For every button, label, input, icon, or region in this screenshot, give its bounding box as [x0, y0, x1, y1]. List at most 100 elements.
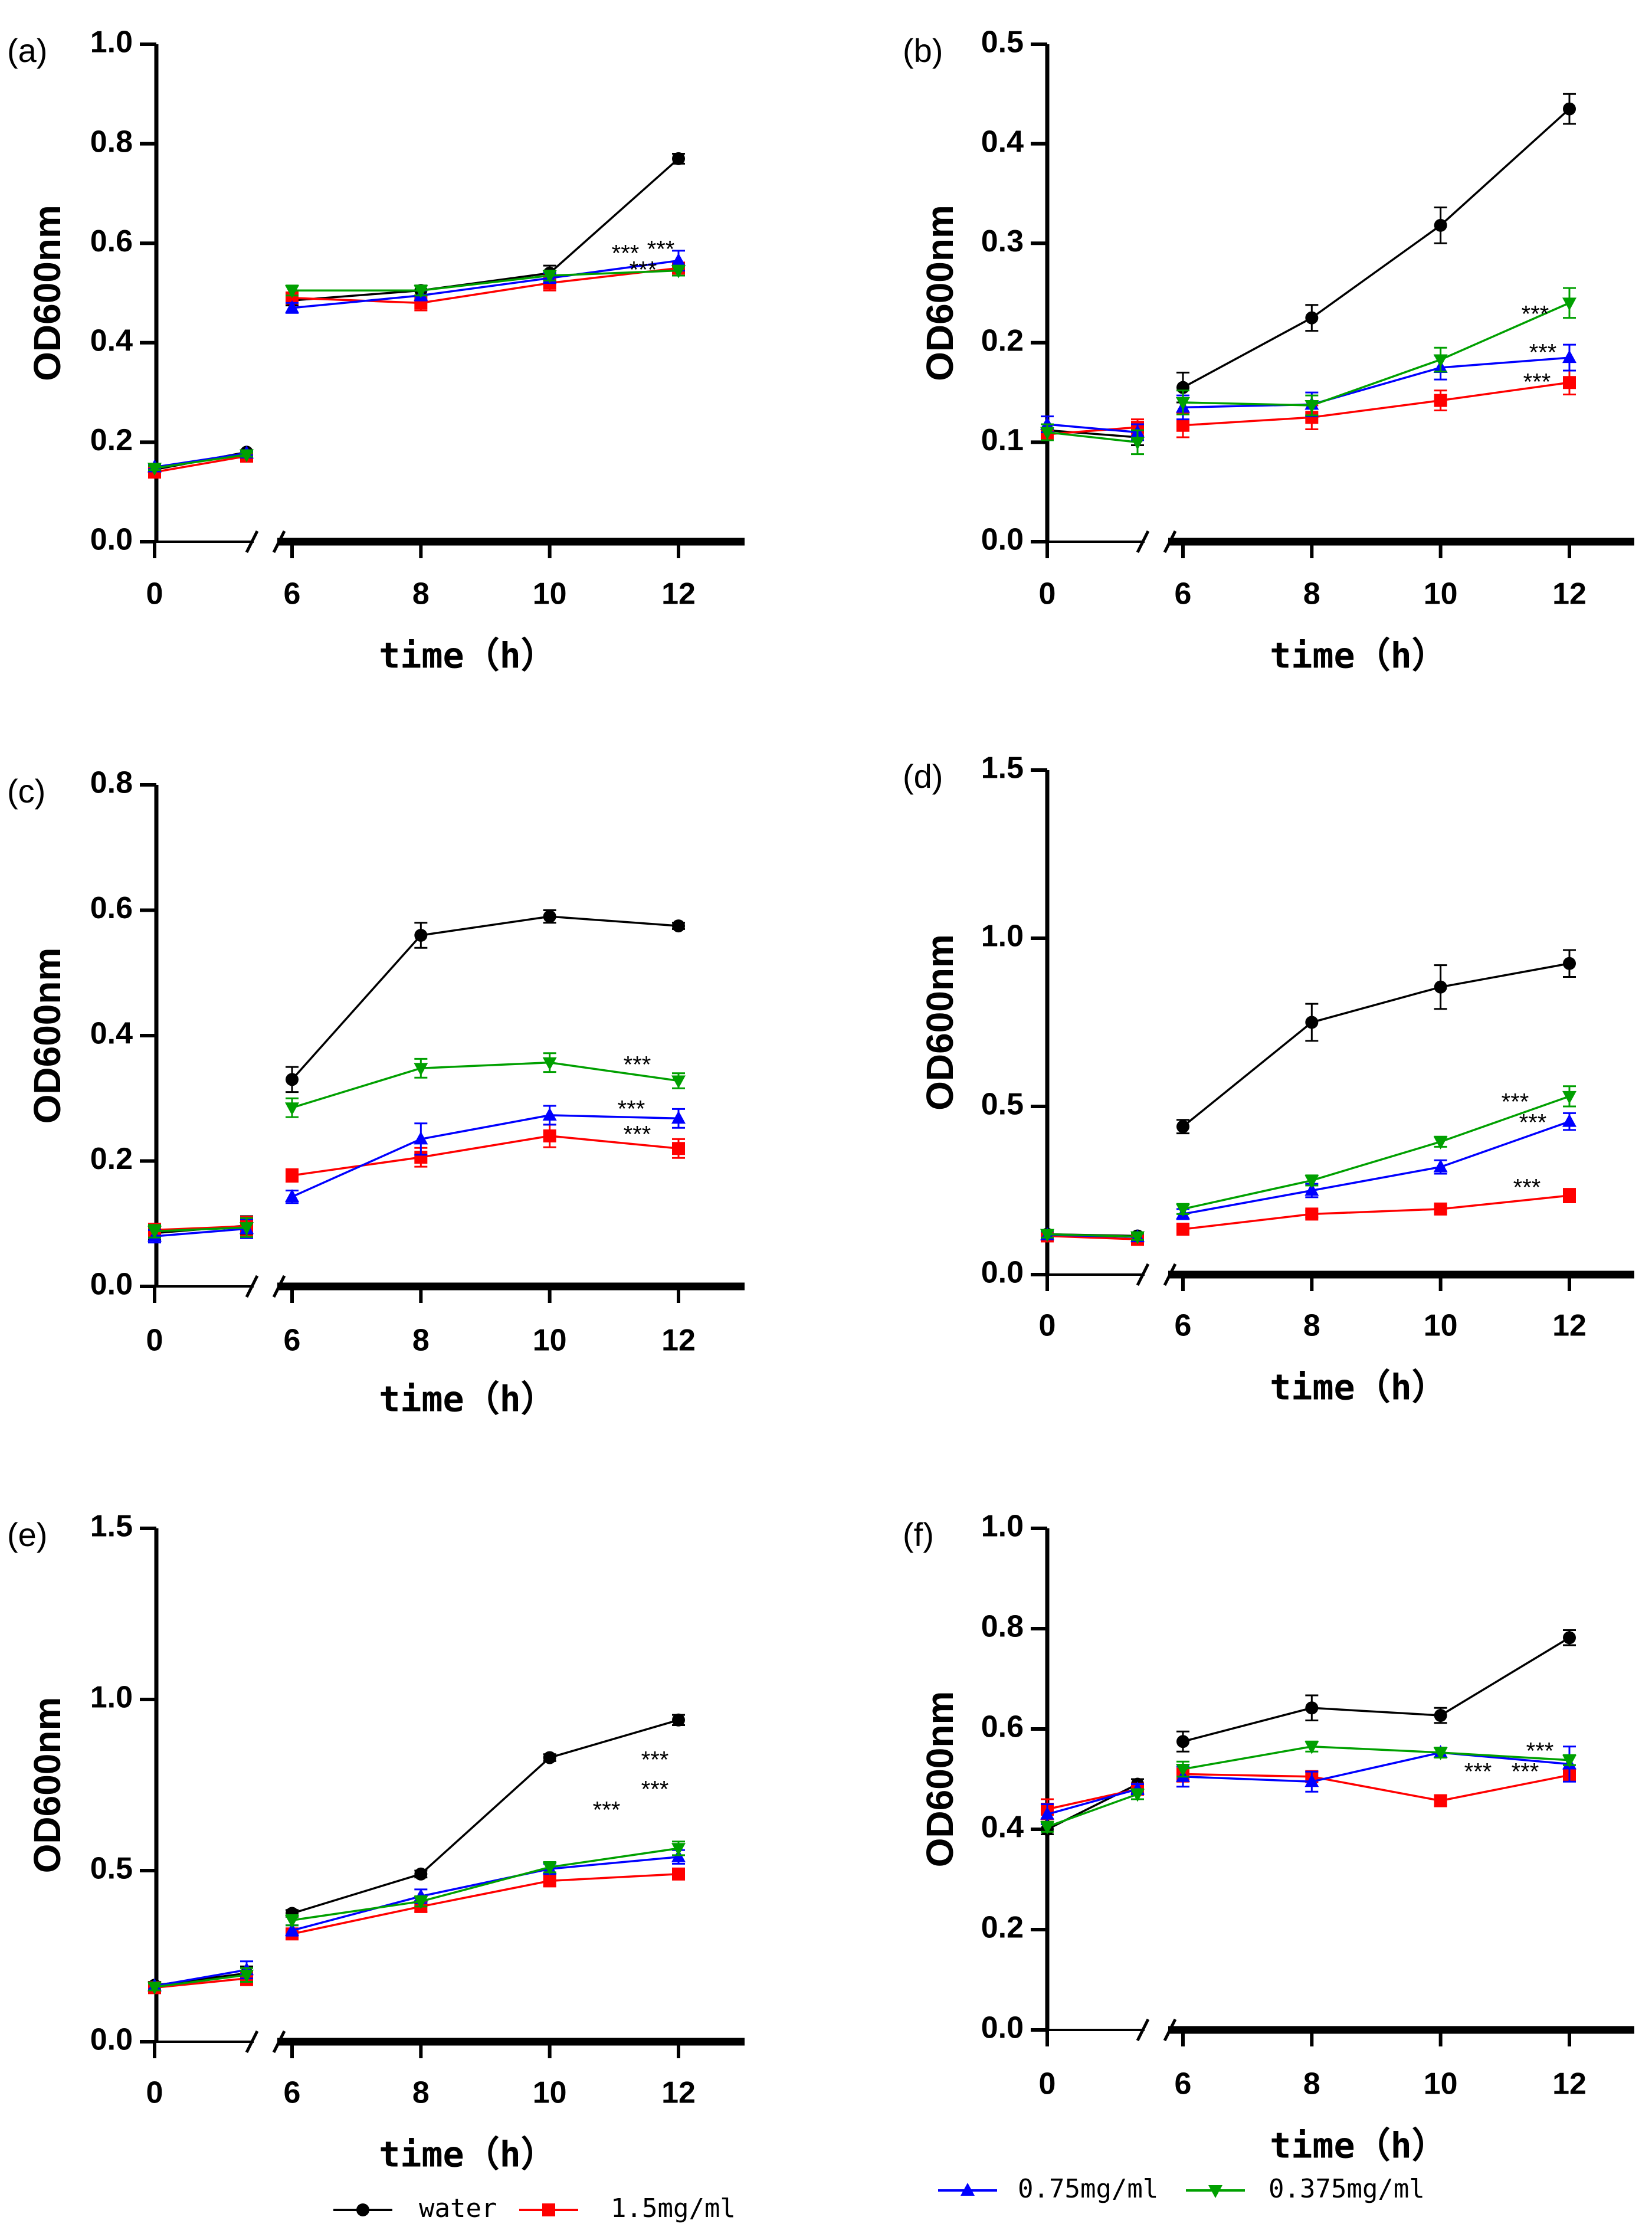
- panel-letter: (a): [7, 32, 47, 69]
- data-point: [542, 270, 557, 283]
- data-point: [671, 1111, 686, 1124]
- axis-break-mark: [245, 1275, 259, 1298]
- y-tick-label: 0.2: [981, 324, 1024, 358]
- data-point: [1562, 1114, 1576, 1127]
- y-tick-label: 0.2: [90, 423, 133, 457]
- data-point: [414, 929, 428, 942]
- legend-marker: [961, 2183, 975, 2196]
- legend-label: 0.375mg/ml: [1268, 2174, 1425, 2204]
- x-tick-label: 12: [1552, 577, 1587, 611]
- data-point: [1130, 437, 1145, 450]
- y-tick-label: 0.5: [90, 1852, 133, 1886]
- data-point: [1563, 102, 1576, 116]
- series-line: [154, 452, 247, 469]
- x-tick-label: 12: [661, 577, 696, 611]
- y-axis-label: OD600nm: [26, 1697, 68, 1874]
- significance-mark: ***: [1464, 1759, 1492, 1785]
- data-point: [286, 1073, 299, 1086]
- data-point: [671, 253, 686, 266]
- series-line: [154, 1974, 247, 1988]
- x-tick-label: 10: [533, 2076, 567, 2110]
- series-line: [1047, 431, 1138, 444]
- y-tick-label: 0.0: [981, 523, 1024, 557]
- significance-mark: ***: [624, 1052, 651, 1078]
- x-tick-label: 12: [661, 2076, 696, 2110]
- data-point: [1176, 1223, 1189, 1236]
- chart-panel: (b) 0.0 0.1 0.2 0.3 0.4 0.5 OD600nm 0 6 8 10 12 time（…: [903, 25, 1634, 677]
- data-point: [1176, 418, 1189, 432]
- axis-break-mark: [1163, 1263, 1177, 1286]
- series-line: [1182, 1773, 1570, 1802]
- data-point: [414, 285, 428, 299]
- significance-mark: ***: [1526, 1738, 1554, 1764]
- y-tick-label: 0.0: [981, 1256, 1024, 1290]
- series-line: [291, 1061, 679, 1109]
- data-series: [148, 1841, 686, 1995]
- series-line: [291, 158, 680, 302]
- y-tick-label: 0.4: [90, 324, 133, 358]
- significance-mark: ***: [1513, 1175, 1541, 1201]
- data-point: [1304, 1774, 1319, 1787]
- data-series: [148, 909, 685, 1240]
- x-axis-label: time（h）: [379, 636, 556, 677]
- series-line: [1182, 302, 1570, 407]
- series-line: [291, 259, 679, 309]
- data-point: [414, 1063, 428, 1076]
- data-point: [414, 1867, 428, 1881]
- x-axis-label: time（h）: [1270, 1367, 1447, 1409]
- axis-break-mark: [272, 530, 286, 554]
- significance-mark: ***: [612, 241, 640, 267]
- x-axis-label: time（h）: [379, 1379, 556, 1420]
- significance-mark: ***: [1519, 1110, 1547, 1136]
- series-line: [154, 1225, 247, 1232]
- data-point: [671, 1075, 686, 1089]
- axis-break-mark: [245, 530, 259, 554]
- data-point: [543, 910, 556, 923]
- series-line: [1182, 1745, 1570, 1770]
- data-point: [1305, 1701, 1319, 1715]
- x-axis-label: time（h）: [1270, 636, 1447, 677]
- series-line: [1047, 429, 1138, 438]
- data-point: [543, 1751, 556, 1764]
- legend-label: 0.75mg/ml: [1018, 2174, 1158, 2204]
- x-tick-label: 8: [412, 2076, 430, 2110]
- data-point: [1433, 1159, 1448, 1173]
- data-point: [1434, 980, 1447, 994]
- data-point: [671, 265, 686, 279]
- series-line: [154, 1227, 247, 1237]
- data-point: [543, 1874, 556, 1888]
- x-tick-label: 0: [146, 2076, 163, 2110]
- significance-mark: ***: [630, 257, 657, 283]
- data-point: [672, 1867, 685, 1881]
- data-point: [671, 1843, 686, 1856]
- data-point: [1176, 1764, 1190, 1777]
- data-series: [1041, 1629, 1576, 1836]
- data-point: [1434, 218, 1447, 232]
- series-line: [1182, 962, 1570, 1128]
- series-line: [291, 1719, 679, 1915]
- series-line: [1182, 356, 1570, 409]
- panel-letter: (c): [7, 772, 45, 810]
- series-line: [1182, 1095, 1570, 1210]
- series-line: [291, 1135, 679, 1177]
- legend-item: water: [333, 2193, 497, 2223]
- data-point: [1563, 1189, 1576, 1203]
- y-tick-label: 0.0: [981, 2011, 1024, 2045]
- x-tick-label: 8: [1303, 1309, 1320, 1343]
- data-point: [672, 1713, 685, 1727]
- data-point: [542, 1107, 557, 1121]
- data-point: [286, 1168, 299, 1182]
- data-point: [1433, 1136, 1448, 1150]
- data-point: [1305, 311, 1319, 325]
- data-point: [542, 1057, 557, 1070]
- y-axis-label: OD600nm: [919, 205, 961, 381]
- data-point: [542, 1862, 557, 1875]
- y-axis-label: OD600nm: [26, 205, 68, 381]
- y-tick-label: 0.6: [90, 224, 133, 258]
- axis-break-mark: [1136, 1263, 1150, 1286]
- data-point: [1304, 400, 1319, 414]
- data-point: [1305, 1207, 1319, 1221]
- series-line: [1047, 1793, 1138, 1828]
- y-tick-label: 0.0: [90, 523, 133, 557]
- axis-break-mark: [1163, 2018, 1177, 2042]
